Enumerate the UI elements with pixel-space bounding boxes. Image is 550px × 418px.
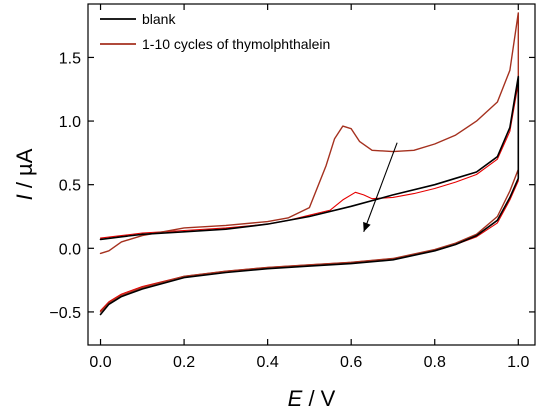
x-tick-label: 0.2 [173, 354, 195, 371]
y-axis-symbol: I [12, 194, 37, 200]
x-axis-unit: / V [302, 386, 335, 411]
legend-label-thymolphthalein: 1-10 cycles of thymolphthalein [142, 36, 330, 52]
y-axis-label: I / µA [12, 148, 37, 200]
x-tick-label: 0.8 [424, 354, 446, 371]
series-layer [99, 12, 520, 316]
plot-frame [87, 3, 536, 346]
ticks-layer: 0.0 0.2 0.4 0.6 0.8 1.0 −0.5 0.0 0.5 1.0 1.5 [49, 4, 535, 371]
legend-label-blank: blank [142, 11, 176, 27]
x-tick-label: 1.0 [507, 354, 529, 371]
y-tick-label: 1.5 [59, 50, 81, 67]
legend: blank 1-10 cycles of thymolphthalein [100, 11, 330, 52]
x-tick-label: 0.0 [89, 354, 111, 371]
y-tick-label: −0.5 [49, 305, 81, 322]
y-tick-label: 0.0 [59, 241, 81, 258]
plot-area: 0.0 0.2 0.4 0.6 0.8 1.0 −0.5 0.0 0.5 1.0 1.5 [49, 3, 536, 371]
y-axis-unit: / µA [12, 148, 37, 194]
x-tick-label: 0.6 [340, 354, 362, 371]
x-axis-label: E / V [288, 386, 336, 411]
annotation-layer [363, 142, 398, 232]
arrow-shaft [363, 142, 398, 232]
arrow-head [363, 221, 371, 232]
series-line-blank [99, 75, 520, 316]
series-line-thymolphthalein [99, 12, 519, 313]
x-tick-label: 0.4 [257, 354, 279, 371]
x-axis-symbol: E [288, 386, 303, 411]
y-tick-label: 0.5 [59, 178, 81, 195]
y-tick-label: 1.0 [59, 114, 81, 131]
